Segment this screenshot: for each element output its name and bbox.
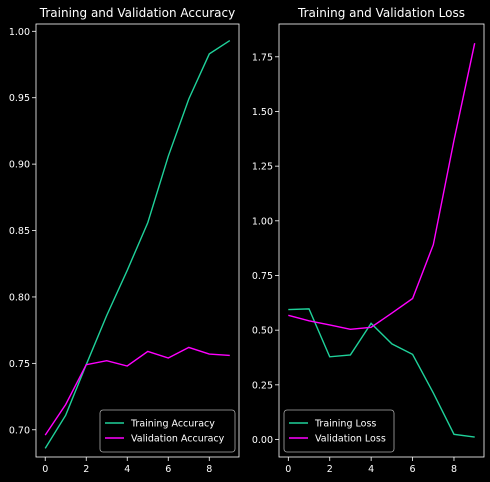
y-tick-label: 0.85: [9, 226, 30, 237]
legend: Training Loss Validation Loss: [283, 409, 395, 453]
plot-frame: [278, 23, 485, 458]
series-line-training-accuracy: [44, 40, 231, 449]
series-line-training-loss: [288, 308, 475, 438]
y-tick-label: 1.00: [9, 27, 30, 38]
y-tick-label: 1.00: [252, 216, 273, 227]
x-tick-label: 6: [165, 464, 171, 475]
chart-title: Training and Validation Loss: [297, 6, 465, 20]
legend-label: Training Accuracy: [130, 419, 215, 430]
y-tick-label: 1.75: [252, 52, 273, 63]
y-tick-label: 0.90: [9, 160, 30, 171]
y-tick-label: 1.25: [252, 162, 273, 173]
chart-2: Training and Validation Loss 0 2 4 6 8 0.00 0.2…: [252, 6, 485, 475]
legend-box: [283, 409, 395, 453]
y-tick-label: 0.75: [252, 271, 273, 282]
legend: Training Accuracy Validation Accuracy: [99, 409, 236, 453]
x-tick-label: 2: [83, 464, 89, 475]
x-tick-label: 0: [285, 464, 291, 475]
x-tick-label: 8: [206, 464, 212, 475]
x-tick-label: 6: [410, 464, 416, 475]
y-tick-label: 0.25: [252, 380, 273, 391]
x-tick-label: 4: [124, 464, 130, 475]
x-tick-label: 2: [327, 464, 333, 475]
legend-label: Validation Loss: [315, 434, 386, 445]
series-line-validation-accuracy: [44, 346, 230, 436]
legend-label: Training Loss: [314, 419, 376, 430]
y-tick-label: 0.80: [9, 292, 30, 303]
y-tick-label: 0.70: [9, 425, 30, 436]
y-tick-label: 0.95: [9, 93, 30, 104]
x-tick-label: 8: [451, 464, 457, 475]
series-line-validation-loss: [288, 43, 476, 331]
chart-title: Training and Validation Accuracy: [39, 6, 235, 20]
chart-1: Training and Validation Accuracy 0 2 4 6 8 0.7…: [9, 6, 240, 475]
y-tick-label: 0.50: [252, 326, 273, 337]
plot-frame: [35, 23, 240, 458]
legend-label: Validation Accuracy: [131, 434, 225, 445]
legend-box: [99, 409, 236, 453]
x-tick-label: 0: [42, 464, 48, 475]
y-tick-label: 1.50: [252, 107, 273, 118]
y-tick-label: 0.00: [252, 435, 273, 446]
x-tick-label: 4: [368, 464, 374, 475]
y-tick-label: 0.75: [9, 359, 30, 370]
